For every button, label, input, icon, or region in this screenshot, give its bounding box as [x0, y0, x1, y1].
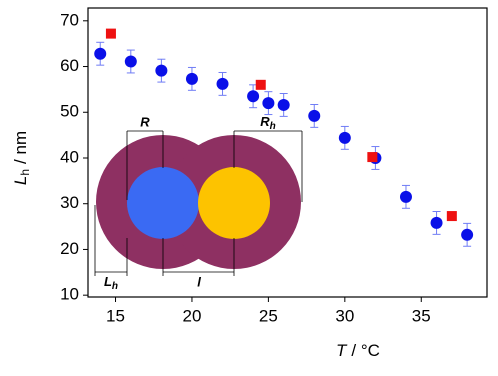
circle-point — [399, 190, 412, 203]
y-tick-label: 50 — [60, 102, 79, 121]
y-tick-label: 70 — [60, 10, 79, 29]
circle-point — [155, 64, 168, 77]
x-tick-label: 35 — [412, 306, 431, 325]
core-right — [198, 167, 270, 239]
y-tick-label: 10 — [60, 285, 79, 304]
label-rh: Rh — [260, 114, 276, 131]
square-point — [105, 28, 116, 39]
label-r: R — [140, 114, 150, 129]
circle-point — [247, 90, 260, 103]
y-tick-label: 20 — [60, 239, 79, 258]
y-axis-label: Lh/ nm — [11, 131, 32, 185]
x-tick-label: 25 — [259, 306, 278, 325]
square-point — [367, 152, 378, 163]
core-left — [127, 167, 199, 239]
circle-point — [94, 47, 107, 60]
circle-point — [262, 97, 275, 110]
circle-point — [338, 131, 351, 144]
square-point — [255, 79, 266, 90]
circle-point — [124, 55, 137, 68]
x-tick-label: 30 — [335, 306, 354, 325]
circle-point — [216, 77, 229, 90]
y-tick-label: 30 — [60, 193, 79, 212]
circle-point — [430, 216, 443, 229]
square-point — [446, 211, 457, 222]
inset-diagram: R Rh Lh l — [94, 114, 303, 292]
x-tick-label: 15 — [106, 306, 125, 325]
x-axis-label: T / °C — [336, 341, 380, 360]
label-lh: Lh — [104, 274, 118, 291]
y-tick-label: 60 — [60, 56, 79, 75]
y-tick-label: 40 — [60, 147, 79, 166]
circle-point — [461, 228, 474, 241]
circle-point — [308, 109, 321, 122]
circle-point — [277, 98, 290, 111]
dimension-lines — [94, 130, 303, 276]
label-l: l — [197, 274, 201, 289]
x-tick-label: 20 — [182, 306, 201, 325]
circle-point — [185, 72, 198, 85]
plot-frame — [87, 7, 488, 298]
